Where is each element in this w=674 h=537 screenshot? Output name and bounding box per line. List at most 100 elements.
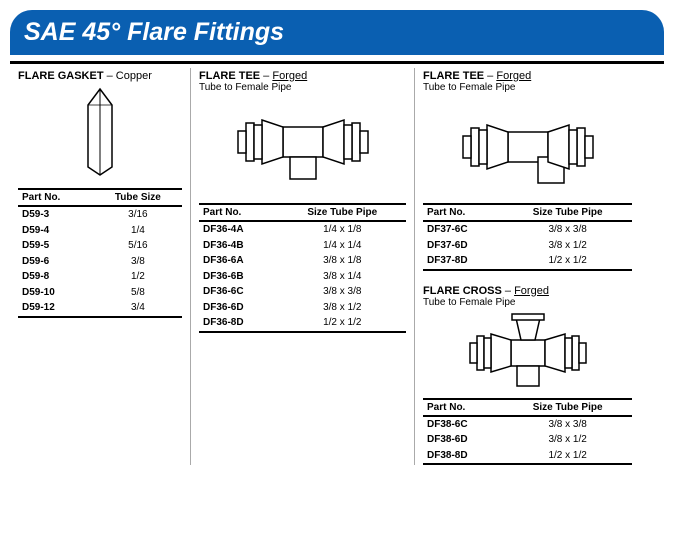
gasket-icon: [80, 87, 120, 177]
size-cell: 5/16: [94, 238, 182, 254]
cross-tbody: DF38-6C3/8 x 3/8DF38-6D3/8 x 1/2DF38-8D1…: [423, 416, 632, 465]
part-no-cell: DF36-6A: [199, 253, 279, 269]
table-row: DF36-8D1/2 x 1/2: [199, 315, 406, 332]
table-row: DF36-4A1/4 x 1/8: [199, 221, 406, 238]
part-no-cell: DF37-6C: [423, 221, 503, 238]
part-no-cell: DF36-8D: [199, 315, 279, 332]
size-cell: 1/2: [94, 269, 182, 285]
size-cell: 3/8 x 1/2: [279, 300, 406, 316]
size-cell: 3/8 x 1/2: [503, 432, 632, 448]
tee1-header-size: Size Tube Pipe: [279, 204, 406, 221]
part-no-cell: DF36-4A: [199, 221, 279, 238]
tee2-title-dash: –: [484, 70, 496, 82]
gasket-table: Part No. Tube Size D59-33/16D59-41/4D59-…: [18, 188, 182, 318]
part-no-cell: DF38-6C: [423, 416, 503, 433]
size-cell: 3/8 x 1/8: [279, 253, 406, 269]
tee2-image: [423, 97, 632, 197]
size-cell: 3/8 x 1/4: [279, 269, 406, 285]
table-row: DF36-6A3/8 x 1/8: [199, 253, 406, 269]
part-no-cell: D59-5: [18, 238, 94, 254]
column-3: FLARE TEE – Forged Tube to Female Pipe: [415, 68, 640, 465]
gasket-title-rest: – Copper: [104, 70, 152, 82]
tee2-icon: [453, 107, 603, 187]
size-cell: 1/2 x 1/2: [279, 315, 406, 332]
table-row: DF36-4B1/4 x 1/4: [199, 238, 406, 254]
column-2: FLARE TEE – Forged Tube to Female Pipe: [190, 68, 415, 465]
cross-title-dash: –: [502, 285, 514, 297]
tee1-icon: [228, 107, 378, 187]
table-row: D59-63/8: [18, 254, 182, 270]
gasket-tbody: D59-33/16D59-41/4D59-55/16D59-63/8D59-81…: [18, 206, 182, 317]
part-no-cell: D59-8: [18, 269, 94, 285]
tee1-image: [199, 97, 406, 197]
part-no-cell: D59-6: [18, 254, 94, 270]
gasket-title: FLARE GASKET – Copper: [18, 70, 182, 82]
part-no-cell: DF36-6D: [199, 300, 279, 316]
size-cell: 1/4 x 1/8: [279, 221, 406, 238]
column-1: FLARE GASKET – Copper Part No. Tube Size…: [10, 68, 190, 465]
size-cell: 3/8 x 3/8: [503, 416, 632, 433]
cross-title: FLARE CROSS – Forged: [423, 285, 632, 297]
tee1-header-part: Part No.: [199, 204, 279, 221]
part-no-cell: DF37-8D: [423, 253, 503, 270]
size-cell: 1/4: [94, 223, 182, 239]
tee1-subtitle: Tube to Female Pipe: [199, 82, 406, 93]
size-cell: 3/8 x 3/8: [503, 221, 632, 238]
tee1-title-bold: FLARE TEE: [199, 70, 260, 82]
tee2-table: Part No. Size Tube Pipe DF37-6C3/8 x 3/8…: [423, 203, 632, 271]
gasket-image: [18, 82, 182, 182]
part-no-cell: DF36-4B: [199, 238, 279, 254]
tee1-tbody: DF36-4A1/4 x 1/8DF36-4B1/4 x 1/4DF36-6A3…: [199, 221, 406, 332]
page-banner: SAE 45° Flare Fittings: [10, 10, 664, 55]
size-cell: 3/8 x 3/8: [279, 284, 406, 300]
columns: FLARE GASKET – Copper Part No. Tube Size…: [10, 68, 664, 465]
size-cell: 3/4: [94, 300, 182, 317]
table-row: D59-81/2: [18, 269, 182, 285]
cross-subtitle: Tube to Female Pipe: [423, 297, 632, 308]
cross-section: FLARE CROSS – Forged Tube to Female Pipe: [423, 285, 632, 466]
cross-header-size: Size Tube Pipe: [503, 399, 632, 416]
part-no-cell: DF38-6D: [423, 432, 503, 448]
table-row: D59-41/4: [18, 223, 182, 239]
table-row: DF36-6C3/8 x 3/8: [199, 284, 406, 300]
size-cell: 3/16: [94, 206, 182, 223]
table-row: D59-55/16: [18, 238, 182, 254]
tee2-title-u: Forged: [496, 70, 531, 82]
part-no-cell: DF36-6B: [199, 269, 279, 285]
table-row: D59-123/4: [18, 300, 182, 317]
size-cell: 1/2 x 1/2: [503, 253, 632, 270]
part-no-cell: D59-10: [18, 285, 94, 301]
gasket-title-bold: FLARE GASKET: [18, 70, 104, 82]
part-no-cell: DF36-6C: [199, 284, 279, 300]
tee2-subtitle: Tube to Female Pipe: [423, 82, 632, 93]
table-row: D59-33/16: [18, 206, 182, 223]
size-cell: 1/4 x 1/4: [279, 238, 406, 254]
part-no-cell: D59-4: [18, 223, 94, 239]
tee2-header-part: Part No.: [423, 204, 503, 221]
size-cell: 1/2 x 1/2: [503, 448, 632, 465]
table-row: DF36-6D3/8 x 1/2: [199, 300, 406, 316]
tee2-title-bold: FLARE TEE: [423, 70, 484, 82]
tee1-title: FLARE TEE – Forged: [199, 70, 406, 82]
size-cell: 3/8 x 1/2: [503, 238, 632, 254]
size-cell: 5/8: [94, 285, 182, 301]
tee2-tbody: DF37-6C3/8 x 3/8DF37-6D3/8 x 1/2DF37-8D1…: [423, 221, 632, 270]
part-no-cell: DF38-8D: [423, 448, 503, 465]
top-rule: [10, 61, 664, 64]
tee1-title-u: Forged: [272, 70, 307, 82]
table-row: DF37-8D1/2 x 1/2: [423, 253, 632, 270]
tee2-title: FLARE TEE – Forged: [423, 70, 632, 82]
part-no-cell: D59-3: [18, 206, 94, 223]
size-cell: 3/8: [94, 254, 182, 270]
cross-table: Part No. Size Tube Pipe DF38-6C3/8 x 3/8…: [423, 398, 632, 466]
tee1-title-dash: –: [260, 70, 272, 82]
cross-header-part: Part No.: [423, 399, 503, 416]
part-no-cell: D59-12: [18, 300, 94, 317]
table-row: DF36-6B3/8 x 1/4: [199, 269, 406, 285]
tee2-header-size: Size Tube Pipe: [503, 204, 632, 221]
cross-title-bold: FLARE CROSS: [423, 285, 502, 297]
table-row: DF38-8D1/2 x 1/2: [423, 448, 632, 465]
tee1-table: Part No. Size Tube Pipe DF36-4A1/4 x 1/8…: [199, 203, 406, 333]
table-row: DF37-6C3/8 x 3/8: [423, 221, 632, 238]
table-row: DF37-6D3/8 x 1/2: [423, 238, 632, 254]
